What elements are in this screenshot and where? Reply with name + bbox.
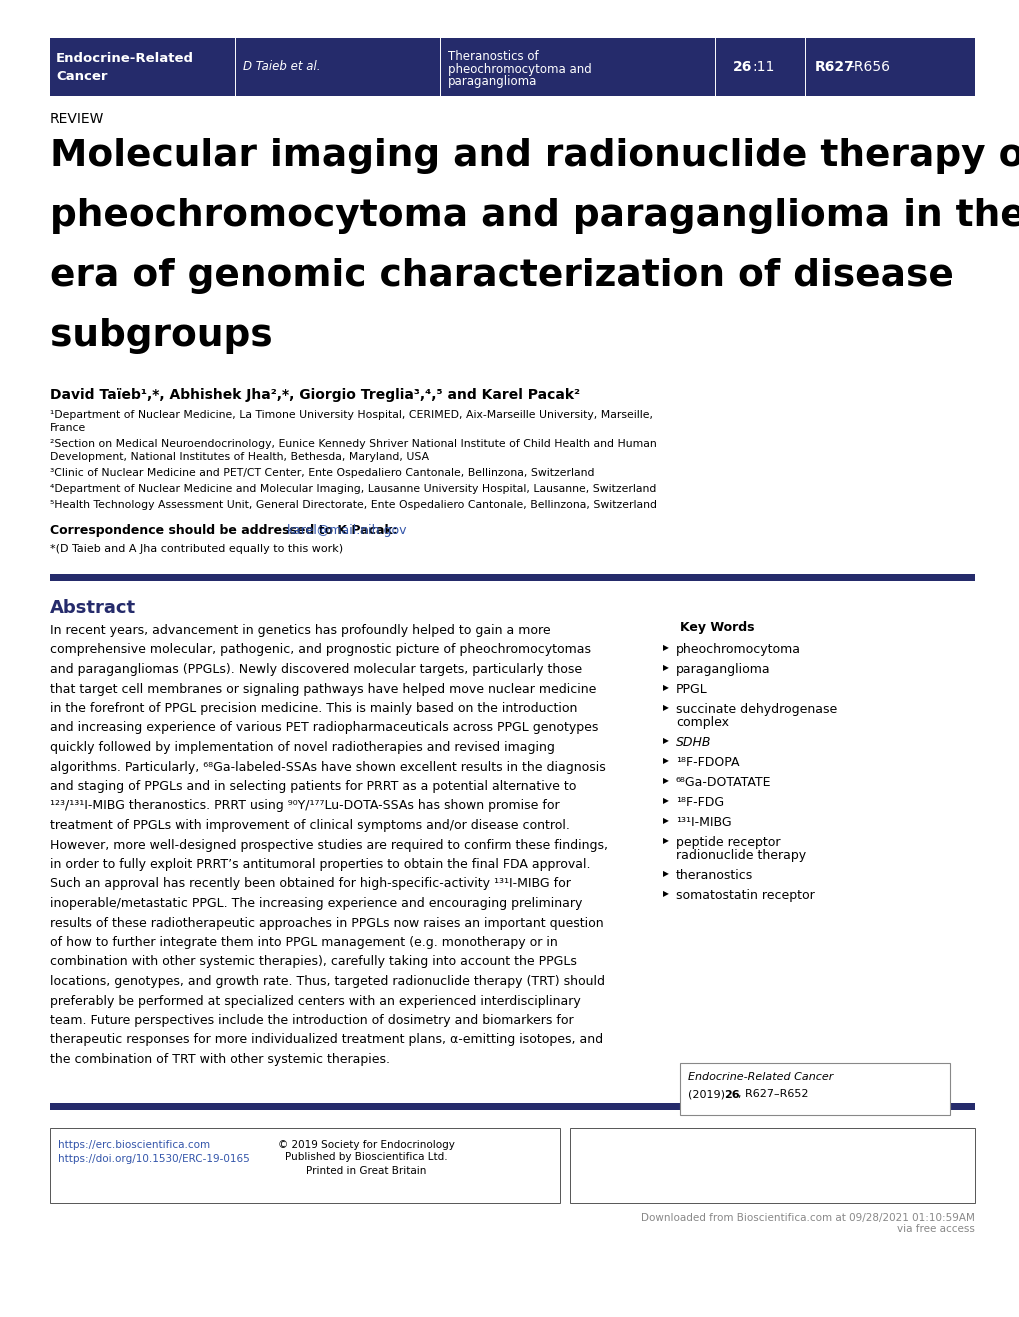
Text: https://erc.bioscientifica.com: https://erc.bioscientifica.com xyxy=(58,1139,210,1150)
Text: ▶: ▶ xyxy=(662,643,668,652)
Text: ⁶⁸Ga-DOTATATE: ⁶⁸Ga-DOTATATE xyxy=(676,776,770,789)
Text: PPGL: PPGL xyxy=(676,684,707,695)
Text: pheochromocytoma: pheochromocytoma xyxy=(676,643,800,656)
Bar xyxy=(570,1127,974,1202)
Text: theranostics: theranostics xyxy=(676,869,752,882)
Text: paraganglioma: paraganglioma xyxy=(447,75,537,87)
Text: SDHB: SDHB xyxy=(676,736,711,749)
Text: paraganglioma: paraganglioma xyxy=(676,662,770,676)
Text: ▶: ▶ xyxy=(662,889,668,898)
Text: via free access: via free access xyxy=(897,1225,974,1234)
Text: ¹Department of Nuclear Medicine, La Timone University Hospital, CERIMED, Aix-Mar: ¹Department of Nuclear Medicine, La Timo… xyxy=(50,410,652,420)
Text: locations, genotypes, and growth rate. Thus, targeted radionuclide therapy (TRT): locations, genotypes, and growth rate. T… xyxy=(50,975,604,988)
Text: :11: :11 xyxy=(751,61,773,74)
Text: era of genomic characterization of disease: era of genomic characterization of disea… xyxy=(50,258,953,294)
Text: D Taieb et al.: D Taieb et al. xyxy=(243,61,320,74)
Text: of how to further integrate them into PPGL management (e.g. monotherapy or in: of how to further integrate them into PP… xyxy=(50,936,557,950)
Text: ▶: ▶ xyxy=(662,756,668,765)
Text: –R656: –R656 xyxy=(846,61,890,74)
Text: radionuclide therapy: radionuclide therapy xyxy=(676,849,805,863)
Text: ³Clinic of Nuclear Medicine and PET/CT Center, Ente Ospedaliero Cantonale, Belli: ³Clinic of Nuclear Medicine and PET/CT C… xyxy=(50,468,594,478)
Text: David Taïeb¹,*, Abhishek Jha²,*, Giorgio Treglia³,⁴,⁵ and Karel Pacak²: David Taïeb¹,*, Abhishek Jha²,*, Giorgio… xyxy=(50,389,580,402)
Text: ¹⁸F-FDG: ¹⁸F-FDG xyxy=(676,795,723,809)
Text: ▶: ▶ xyxy=(662,703,668,712)
Text: and increasing experience of various PET radiopharmaceuticals across PPGL genoty: and increasing experience of various PET… xyxy=(50,722,598,735)
Text: Molecular imaging and radionuclide therapy of: Molecular imaging and radionuclide thera… xyxy=(50,138,1019,174)
Text: ¹³¹I-MIBG: ¹³¹I-MIBG xyxy=(676,817,731,828)
Text: Endocrine-Related: Endocrine-Related xyxy=(56,53,194,66)
Text: and paragangliomas (PPGLs). Newly discovered molecular targets, particularly tho: and paragangliomas (PPGLs). Newly discov… xyxy=(50,662,582,676)
Text: Cancer: Cancer xyxy=(56,70,107,83)
Text: R627: R627 xyxy=(814,61,854,74)
Text: inoperable/metastatic PPGL. The increasing experience and encouraging preliminar: inoperable/metastatic PPGL. The increasi… xyxy=(50,897,582,910)
Bar xyxy=(50,574,974,581)
Text: However, more well-designed prospective studies are required to confirm these fi: However, more well-designed prospective … xyxy=(50,839,607,852)
Text: ▶: ▶ xyxy=(662,684,668,691)
Text: somatostatin receptor: somatostatin receptor xyxy=(676,889,814,902)
Text: pheochromocytoma and paraganglioma in the: pheochromocytoma and paraganglioma in th… xyxy=(50,198,1019,234)
Text: In recent years, advancement in genetics has profoundly helped to gain a more: In recent years, advancement in genetics… xyxy=(50,624,550,637)
Text: and staging of PPGLs and in selecting patients for PRRT as a potential alternati: and staging of PPGLs and in selecting pa… xyxy=(50,780,576,793)
Text: complex: complex xyxy=(676,716,729,730)
Bar xyxy=(680,1063,949,1114)
Bar xyxy=(50,38,974,96)
Text: karel@mail.nih.gov: karel@mail.nih.gov xyxy=(287,524,408,537)
Text: ▶: ▶ xyxy=(662,662,668,672)
Text: Printed in Great Britain: Printed in Great Britain xyxy=(306,1166,426,1176)
Text: team. Future perspectives include the introduction of dosimetry and biomarkers f: team. Future perspectives include the in… xyxy=(50,1014,573,1027)
Text: ▶: ▶ xyxy=(662,736,668,745)
Text: preferably be performed at specialized centers with an experienced interdiscipli: preferably be performed at specialized c… xyxy=(50,994,580,1008)
Text: therapeutic responses for more individualized treatment plans, α-emitting isotop: therapeutic responses for more individua… xyxy=(50,1034,602,1047)
Text: ▶: ▶ xyxy=(662,776,668,785)
Text: succinate dehydrogenase: succinate dehydrogenase xyxy=(676,703,837,716)
Text: *(D Taieb and A Jha contributed equally to this work): *(D Taieb and A Jha contributed equally … xyxy=(50,544,342,554)
Text: © 2019 Society for Endocrinology: © 2019 Society for Endocrinology xyxy=(277,1139,454,1150)
Text: Downloaded from Bioscientifica.com at 09/28/2021 01:10:59AM: Downloaded from Bioscientifica.com at 09… xyxy=(641,1213,974,1222)
Text: 26: 26 xyxy=(723,1089,739,1100)
Text: Abstract: Abstract xyxy=(50,599,136,616)
Bar xyxy=(50,1127,559,1202)
Text: (2019): (2019) xyxy=(688,1089,728,1100)
Text: https://doi.org/10.1530/ERC-19-0165: https://doi.org/10.1530/ERC-19-0165 xyxy=(58,1154,250,1163)
Text: treatment of PPGLs with improvement of clinical symptoms and/or disease control.: treatment of PPGLs with improvement of c… xyxy=(50,819,570,832)
Text: , R627–R652: , R627–R652 xyxy=(738,1089,808,1100)
Text: ▶: ▶ xyxy=(662,817,668,824)
Text: algorithms. Particularly, ⁶⁸Ga-labeled-SSAs have shown excellent results in the : algorithms. Particularly, ⁶⁸Ga-labeled-S… xyxy=(50,760,605,773)
Text: ¹²³/¹³¹I-MIBG theranostics. PRRT using ⁹⁰Y/¹⁷⁷Lu-DOTA-SSAs has shown promise for: ¹²³/¹³¹I-MIBG theranostics. PRRT using ⁹… xyxy=(50,799,559,813)
Text: REVIEW: REVIEW xyxy=(50,112,104,126)
Text: the combination of TRT with other systemic therapies.: the combination of TRT with other system… xyxy=(50,1054,389,1065)
Text: pheochromocytoma and: pheochromocytoma and xyxy=(447,62,591,75)
Text: Endocrine-Related Cancer: Endocrine-Related Cancer xyxy=(688,1072,833,1083)
Text: Development, National Institutes of Health, Bethesda, Maryland, USA: Development, National Institutes of Heal… xyxy=(50,452,429,462)
Text: comprehensive molecular, pathogenic, and prognostic picture of pheochromocytomas: comprehensive molecular, pathogenic, and… xyxy=(50,644,590,656)
Text: ▶: ▶ xyxy=(662,869,668,878)
Text: in the forefront of PPGL precision medicine. This is mainly based on the introdu: in the forefront of PPGL precision medic… xyxy=(50,702,577,715)
Text: Correspondence should be addressed to K Pacak:: Correspondence should be addressed to K … xyxy=(50,524,401,537)
Text: combination with other systemic therapies), carefully taking into account the PP: combination with other systemic therapie… xyxy=(50,956,577,968)
Text: France: France xyxy=(50,423,87,433)
Text: ⁵Health Technology Assessment Unit, General Directorate, Ente Ospedaliero Canton: ⁵Health Technology Assessment Unit, Gene… xyxy=(50,500,656,510)
Text: Theranostics of: Theranostics of xyxy=(447,50,538,63)
Text: in order to fully exploit PRRT’s antitumoral properties to obtain the final FDA : in order to fully exploit PRRT’s antitum… xyxy=(50,857,590,871)
Text: Key Words: Key Words xyxy=(680,622,754,633)
Text: ⁴Department of Nuclear Medicine and Molecular Imaging, Lausanne University Hospi: ⁴Department of Nuclear Medicine and Mole… xyxy=(50,485,656,494)
Text: ▶: ▶ xyxy=(662,836,668,846)
Text: ¹⁸F-FDOPA: ¹⁸F-FDOPA xyxy=(676,756,739,769)
Text: peptide receptor: peptide receptor xyxy=(676,836,780,849)
Bar xyxy=(50,1102,974,1109)
Text: subgroups: subgroups xyxy=(50,317,272,354)
Text: 26: 26 xyxy=(732,61,751,74)
Text: Such an approval has recently been obtained for high-specific-activity ¹³¹I-MIBG: Such an approval has recently been obtai… xyxy=(50,877,571,890)
Text: that target cell membranes or signaling pathways have helped move nuclear medici: that target cell membranes or signaling … xyxy=(50,682,596,695)
Text: results of these radiotherapeutic approaches in PPGLs now raises an important qu: results of these radiotherapeutic approa… xyxy=(50,917,603,930)
Text: quickly followed by implementation of novel radiotherapies and revised imaging: quickly followed by implementation of no… xyxy=(50,741,554,755)
Text: Published by Bioscientifica Ltd.: Published by Bioscientifica Ltd. xyxy=(284,1152,447,1163)
Text: ▶: ▶ xyxy=(662,795,668,805)
Text: ²Section on Medical Neuroendocrinology, Eunice Kennedy Shriver National Institut: ²Section on Medical Neuroendocrinology, … xyxy=(50,439,656,449)
